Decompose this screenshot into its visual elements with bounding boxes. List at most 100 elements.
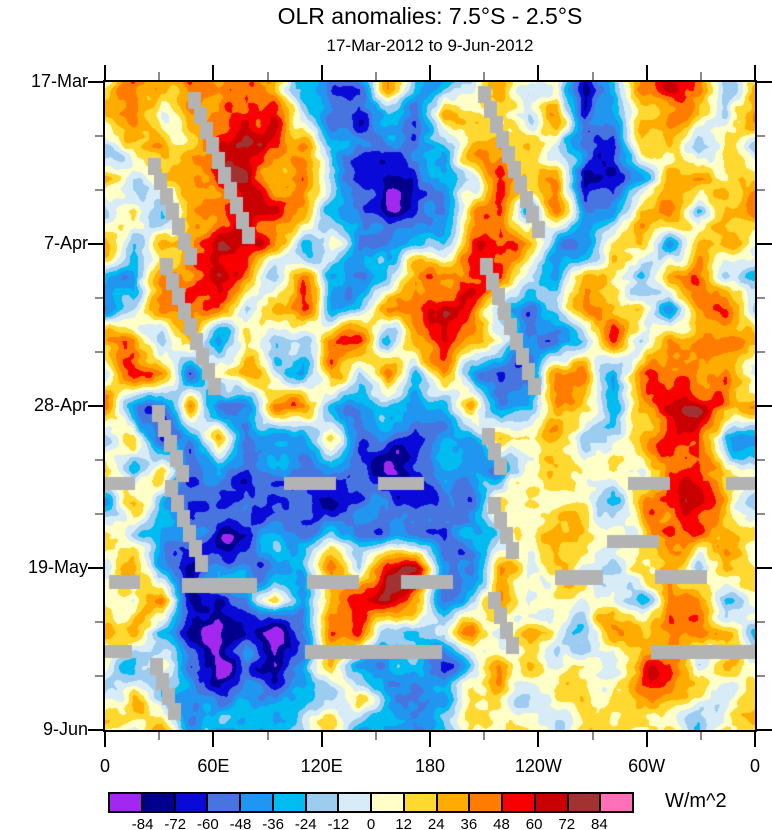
colorbar-cell (599, 794, 632, 811)
x-axis-tick (645, 65, 648, 80)
x-axis-tick (429, 732, 431, 747)
colorbar-tick-label: -24 (294, 816, 317, 830)
x-axis-minor-tick (266, 732, 269, 740)
colorbar-tick-label: 48 (493, 816, 510, 830)
x-axis-tick (104, 65, 106, 80)
y-axis-tick (757, 81, 772, 83)
chart-subtitle: 17-Mar-2012 to 9-Jun-2012 (326, 36, 534, 55)
x-axis-tick (429, 65, 431, 80)
y-axis-minor-tick (95, 458, 103, 461)
y-axis-tick (88, 405, 103, 407)
y-axis-tick (757, 405, 772, 407)
colorbar-cell (140, 794, 174, 811)
y-axis-minor-tick (95, 675, 103, 677)
colorbar-cell (271, 794, 305, 811)
x-axis-tick-label: 60E (197, 756, 230, 776)
y-axis-minor-tick (757, 513, 765, 515)
y-axis-minor-tick (95, 351, 103, 353)
x-axis-minor-tick (699, 72, 702, 80)
colorbar-tick-label: 72 (558, 816, 576, 830)
colorbar-cell (370, 794, 403, 811)
x-axis-minor-tick (374, 72, 377, 80)
colorbar-cell (239, 794, 272, 811)
x-axis-minor-tick (591, 72, 594, 80)
y-axis-minor-tick (757, 620, 765, 623)
colorbar-tick-label: -84 (131, 816, 154, 830)
colorbar-tick-label: 12 (395, 816, 412, 830)
x-axis-tick (537, 65, 540, 80)
y-axis-minor-tick (95, 134, 103, 137)
x-axis-minor-tick (483, 732, 486, 740)
colorbar-tick-label: 84 (591, 816, 608, 830)
y-axis-minor-tick (757, 134, 765, 137)
x-axis-tick-label: 0 (749, 756, 760, 776)
colorbar-cell (566, 794, 600, 811)
x-axis-tick-label: 0 (99, 756, 110, 776)
colorbar-tick-label: 0 (366, 816, 376, 830)
y-axis-tick-label: 28-Apr (33, 395, 88, 415)
x-axis-minor-tick (158, 72, 161, 80)
y-axis-tick (88, 567, 103, 569)
x-axis-tick (212, 732, 215, 747)
colorbar-cell (402, 794, 436, 811)
x-axis-tick (754, 65, 756, 80)
colorbar-tick-label: -60 (197, 816, 219, 830)
y-axis-tick (757, 243, 772, 245)
x-axis-tick (104, 732, 106, 747)
y-axis-minor-tick (757, 351, 765, 353)
colorbar-tick-label: -12 (327, 816, 350, 830)
y-axis-minor-tick (757, 458, 765, 461)
y-axis-tick-label: 7-Apr (43, 233, 88, 253)
colorbar-cell (435, 794, 469, 811)
colorbar-tick-label: 60 (525, 816, 543, 830)
x-axis-minor-tick (591, 732, 594, 740)
colorbar-tick-label: -36 (262, 816, 284, 830)
x-axis-tick (212, 65, 215, 80)
y-axis-minor-tick (95, 296, 103, 299)
x-axis-tick (754, 732, 756, 747)
colorbar-cell (501, 794, 534, 811)
plot-frame (103, 80, 757, 732)
x-axis-minor-tick (266, 72, 269, 80)
colorbar-tick-label: -48 (229, 816, 252, 830)
colorbar-tick-label: -72 (164, 816, 187, 830)
y-axis-tick (88, 81, 103, 83)
x-axis-tick (537, 732, 540, 747)
y-axis-tick (88, 243, 103, 245)
colorbar-cell (468, 794, 501, 811)
y-axis-minor-tick (95, 189, 103, 191)
y-axis-tick (757, 729, 772, 731)
colorbar-cell (533, 794, 567, 811)
x-axis-tick-label: 180 (414, 756, 446, 776)
colorbar-tick-label: 24 (427, 816, 445, 830)
colorbar-cell (304, 794, 338, 811)
x-axis-minor-tick (158, 732, 161, 740)
x-axis-tick-label: 120E (300, 756, 343, 776)
colorbar (108, 792, 634, 813)
x-axis-tick (645, 732, 648, 747)
y-axis-minor-tick (757, 296, 765, 299)
x-axis-tick-label: 60W (628, 756, 666, 776)
colorbar-cell (206, 794, 239, 811)
y-axis-tick (757, 567, 772, 569)
chart-title: OLR anomalies: 7.5°S - 2.5°S (277, 3, 583, 29)
y-axis-tick-label: 17-Mar (30, 71, 88, 91)
y-axis-minor-tick (757, 189, 765, 191)
y-axis-minor-tick (95, 513, 103, 515)
x-axis-minor-tick (483, 72, 486, 80)
colorbar-cell (337, 794, 370, 811)
colorbar-cell (173, 794, 207, 811)
x-axis-minor-tick (374, 732, 377, 740)
x-axis-tick (320, 732, 323, 747)
y-axis-minor-tick (95, 620, 103, 623)
x-axis-tick-label: 120W (514, 756, 562, 776)
colorbar-cell (110, 794, 141, 811)
x-axis-minor-tick (699, 732, 702, 740)
y-axis-tick-label: 9-Jun (42, 719, 88, 739)
y-axis-minor-tick (757, 675, 765, 677)
colorbar-tick-label: 36 (460, 816, 478, 830)
y-axis-tick (88, 729, 103, 731)
units-label: W/m^2 (665, 790, 727, 812)
hovmoller-heatmap-canvas (105, 82, 755, 730)
